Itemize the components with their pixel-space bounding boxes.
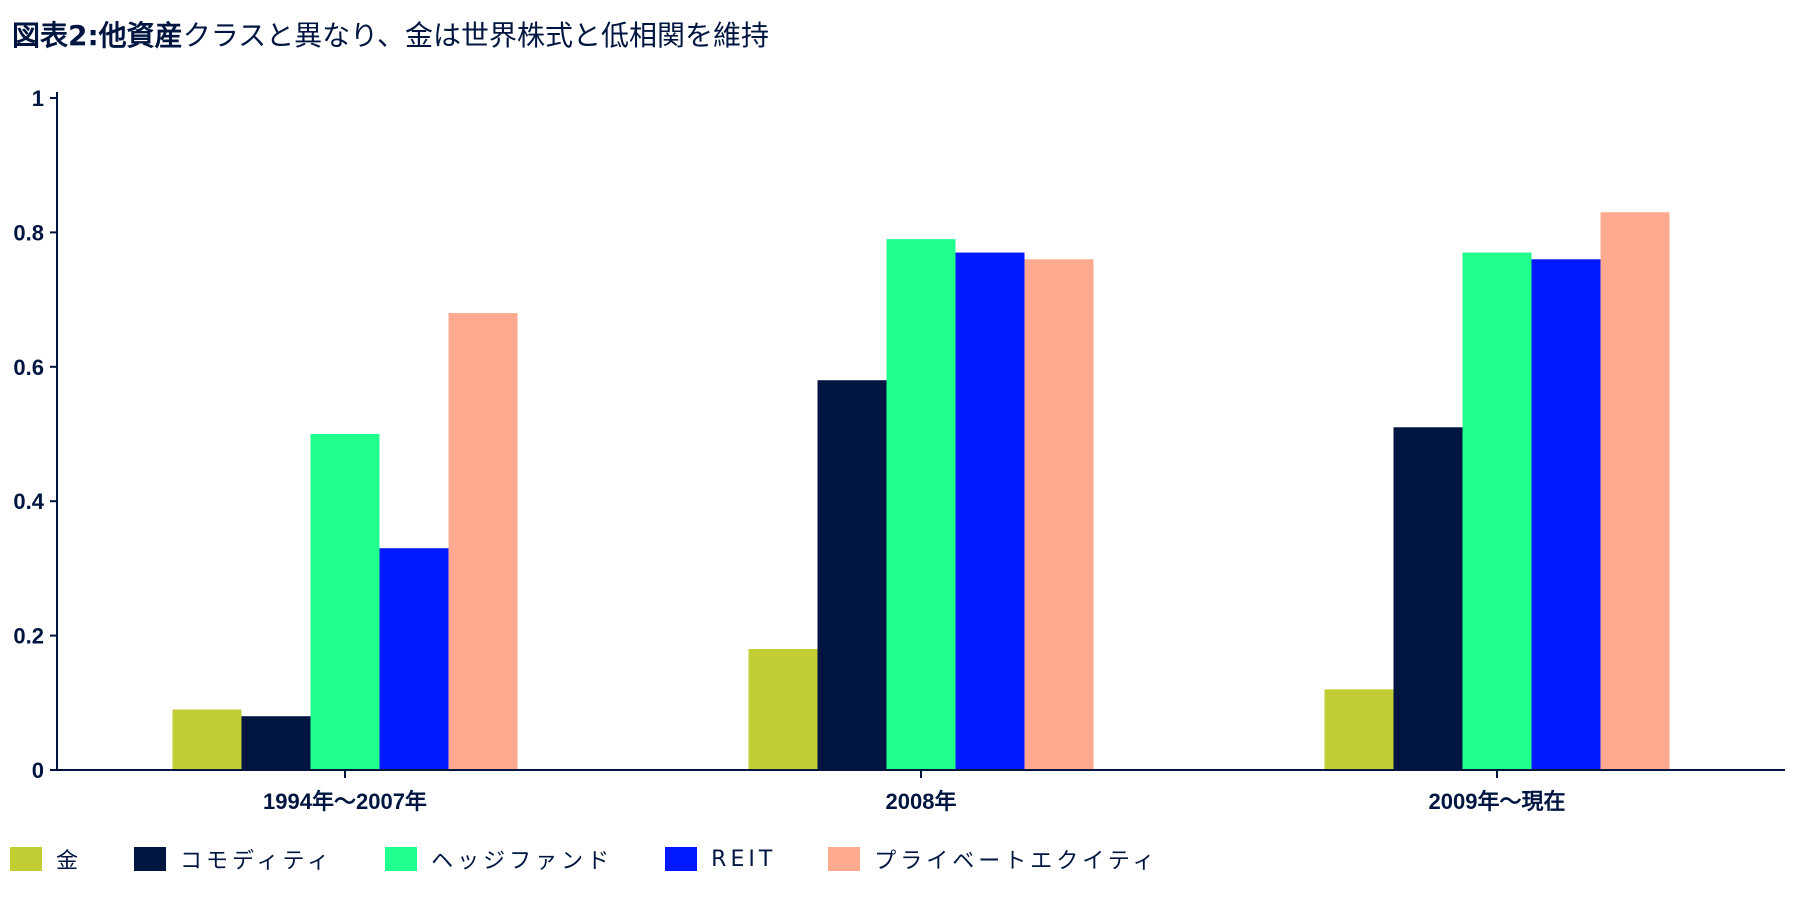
- bar: [817, 380, 887, 770]
- legend-label: プライベートエクイティ: [874, 849, 1159, 874]
- y-axis-ticks: 0 0.2 0.4 0.6 0.8 1: [13, 86, 57, 783]
- legend-label: REIT: [711, 846, 777, 872]
- y-tick-label: 0.6: [13, 355, 44, 380]
- bar: [1024, 259, 1094, 770]
- bar: [1324, 689, 1394, 770]
- bar: [448, 313, 518, 770]
- bar: [1531, 259, 1601, 770]
- y-tick-label: 0.8: [13, 220, 44, 245]
- bar: [172, 709, 242, 770]
- bar: [379, 548, 449, 770]
- chart-title: 図表2:他資産クラスと異なり、金は世界株式と低相関を維持: [12, 14, 769, 54]
- x-tick-label: 1994年〜2007年: [263, 789, 427, 814]
- x-tick-label: 2009年〜現在: [1429, 789, 1566, 814]
- legend-swatch: [828, 847, 861, 871]
- bar: [1393, 427, 1463, 770]
- y-tick-label: 0: [32, 758, 44, 783]
- legend-label: 金: [56, 849, 83, 874]
- legend-swatch: [385, 847, 418, 871]
- legend-item: コモディティ: [134, 843, 333, 875]
- bar: [886, 239, 956, 770]
- x-axis-ticks: 1994年〜2007年 2008年 2009年〜現在: [263, 770, 1565, 814]
- legend-swatch: [10, 847, 42, 871]
- bar: [1462, 252, 1532, 770]
- legend-item: ヘッジファンド: [385, 843, 613, 875]
- bar: [310, 434, 380, 770]
- legend-item: 金: [10, 843, 82, 875]
- chart-title-bold: 図表2:他資産: [12, 19, 183, 52]
- legend: 金 コモディティ ヘッジファンド REIT プライベートエクイティ: [10, 843, 1211, 875]
- legend-swatch: [665, 847, 698, 871]
- bar: [955, 252, 1025, 770]
- legend-label: コモディティ: [180, 849, 334, 874]
- bars: [172, 212, 1670, 771]
- bar: [748, 649, 818, 770]
- bar: [241, 716, 311, 770]
- chart-title-rest: クラスと異なり、金は世界株式と低相関を維持: [182, 19, 770, 52]
- y-tick-label: 1: [32, 86, 44, 111]
- legend-label: ヘッジファンド: [431, 849, 614, 874]
- y-tick-label: 0.4: [13, 489, 44, 514]
- x-tick-label: 2008年: [886, 789, 957, 814]
- legend-item: REIT: [665, 847, 776, 872]
- bar: [1600, 212, 1670, 771]
- legend-item: プライベートエクイティ: [828, 843, 1158, 875]
- y-tick-label: 0.2: [13, 624, 44, 649]
- legend-swatch: [134, 847, 167, 871]
